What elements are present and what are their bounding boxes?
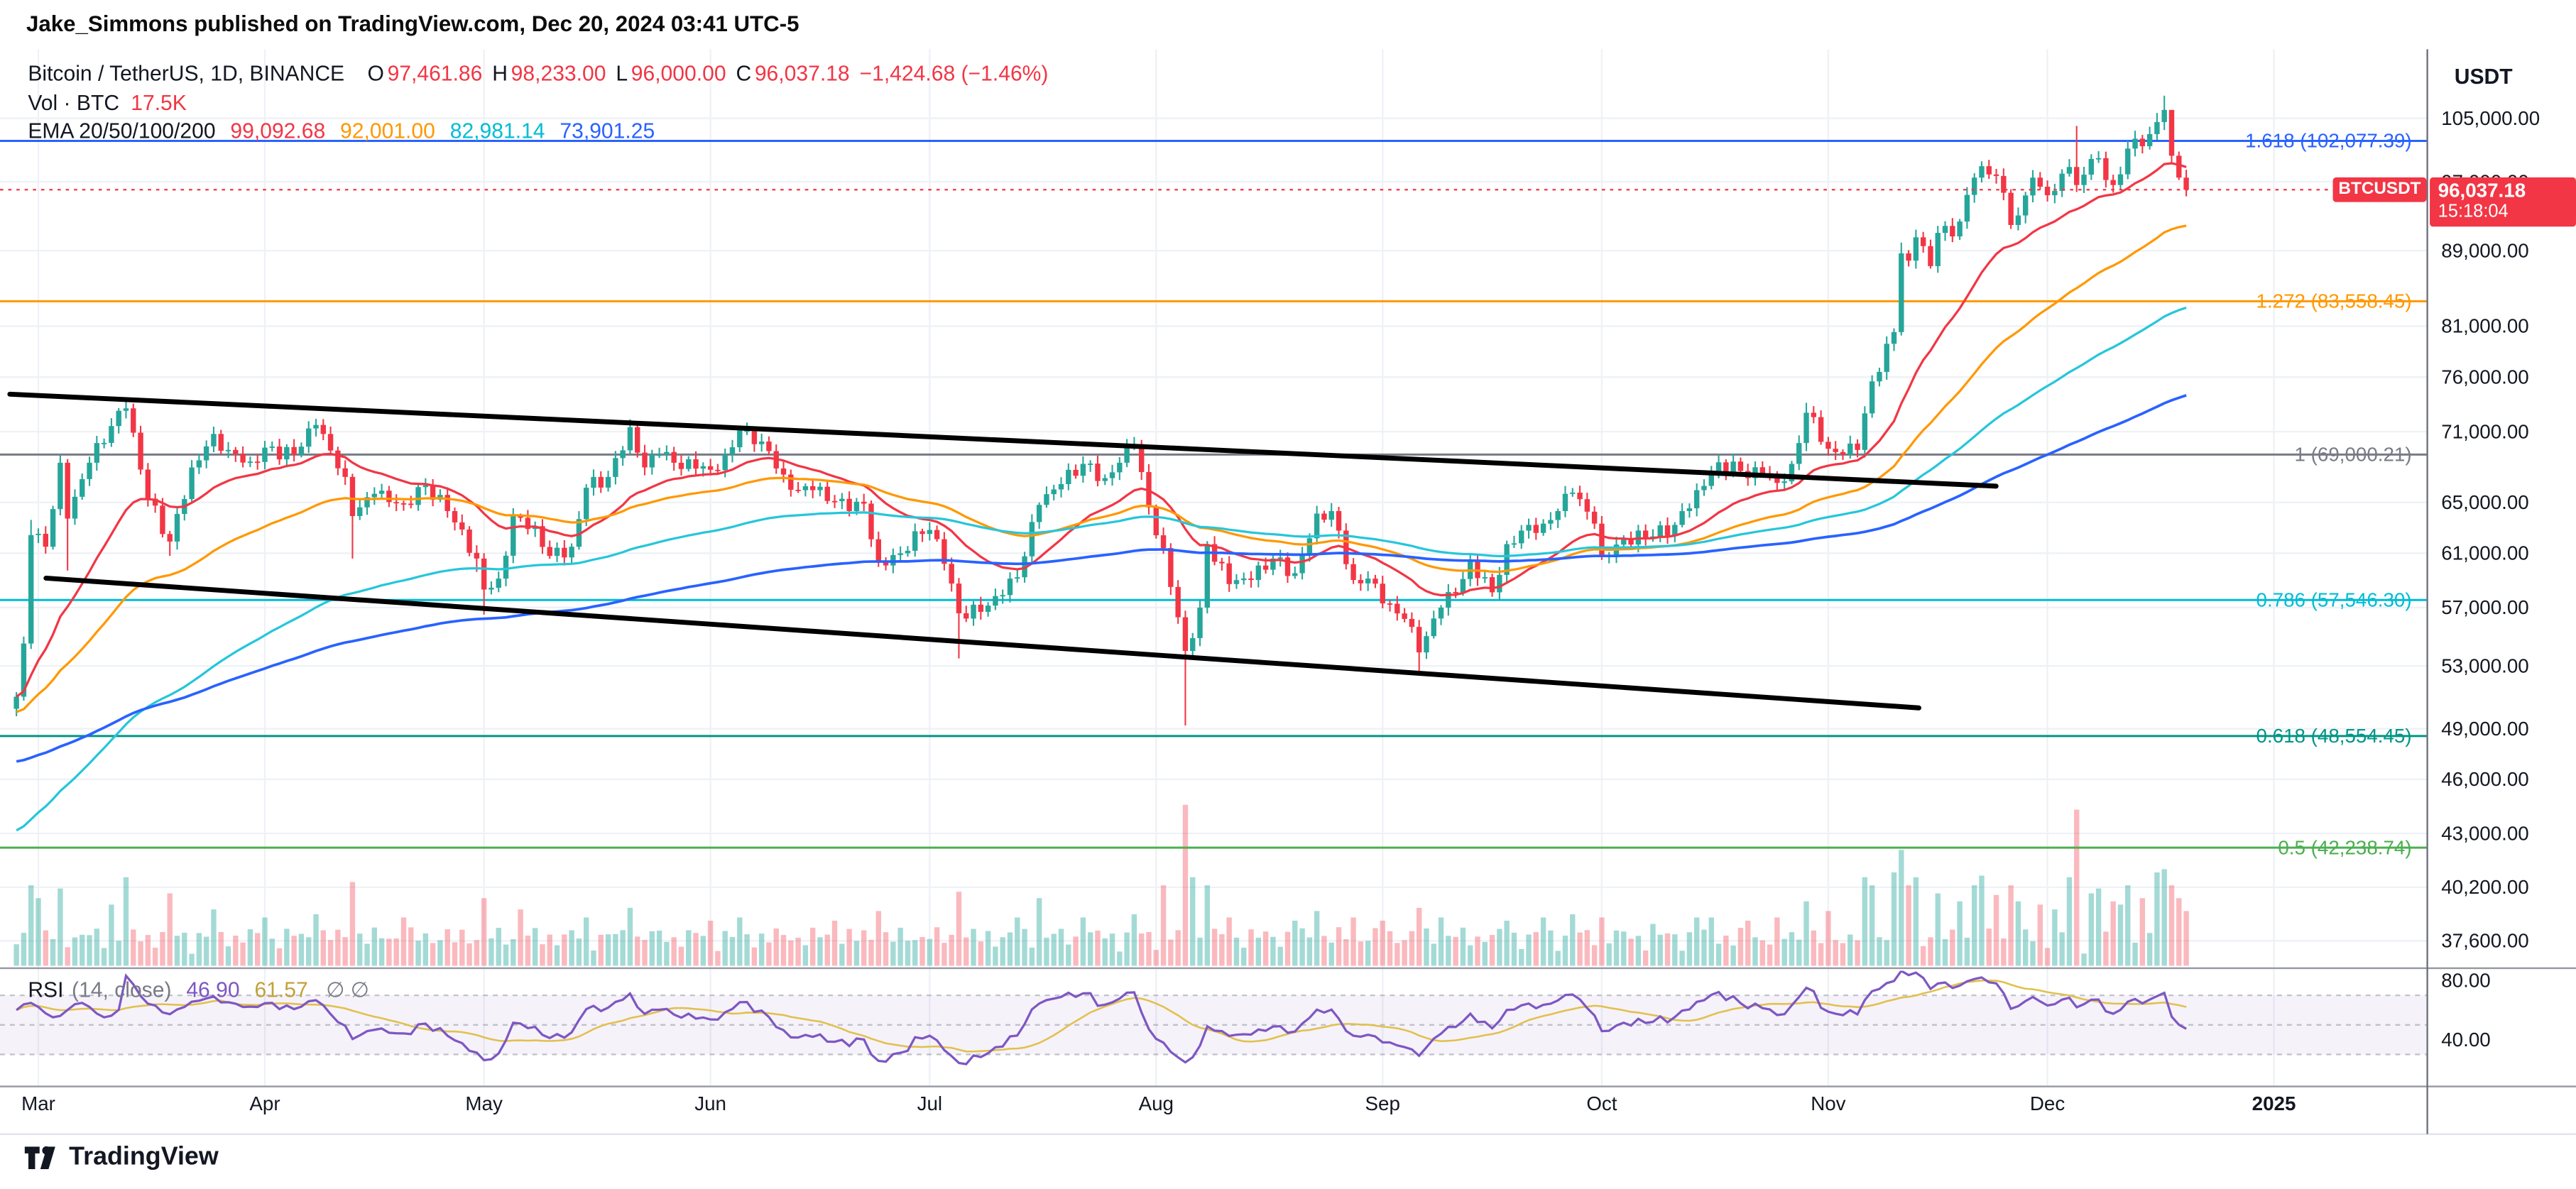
legend-line-3: EMA 20/50/100/200 99,092.68 92,001.00 82,98… xyxy=(28,119,655,143)
ohlc-values: O 97,461.86 H 98,233.00 L 96,000.00 C 96,037.18… xyxy=(358,61,1049,86)
rsi-extras: ∅ ∅ xyxy=(326,977,369,1002)
ema-line-100 xyxy=(16,306,2187,832)
candlestick-series xyxy=(13,95,2189,726)
time-tick-label: Aug xyxy=(1139,1092,1174,1114)
price-badge-value: 96,037.18 xyxy=(2438,179,2526,202)
legend-line-2: Vol · BTC 17.5K xyxy=(28,90,187,115)
legend-line-1: Bitcoin / TetherUS, 1D, BINANCE O 97,461.8… xyxy=(28,61,1048,86)
legend-value: 96,037.18 xyxy=(754,60,850,86)
price-tick-label: 46,000.00 xyxy=(2441,768,2528,790)
time-tick-label: Sep xyxy=(1365,1092,1400,1114)
rsi-tick-label: 80.00 xyxy=(2441,970,2490,992)
attribution-text: Jake_Simmons published on TradingView.co… xyxy=(26,11,799,36)
footer-brand-text: TradingView xyxy=(69,1143,219,1171)
price-badge: 96,037.18 15:18:04 xyxy=(2430,177,2576,227)
time-tick-label: Jul xyxy=(917,1092,942,1114)
legend-value: 99,092.68 xyxy=(230,118,326,143)
legend-value: 96,000.00 xyxy=(631,60,726,86)
time-tick-label: 2025 xyxy=(2252,1092,2296,1114)
price-tick-label: 37,600.00 xyxy=(2441,930,2528,952)
rsi-label[interactable]: RSI xyxy=(28,977,64,1002)
rsi-value: 46.90 xyxy=(186,977,240,1002)
rsi-ma-line xyxy=(16,980,2187,1053)
ema-values: 99,092.68 92,001.00 82,981.14 73,901.25 xyxy=(216,119,655,143)
ema-line-200 xyxy=(16,394,2187,763)
legend-value: 92,001.00 xyxy=(340,118,435,143)
price-tick-label: 61,000.00 xyxy=(2441,542,2528,564)
price-tick-label: 65,000.00 xyxy=(2441,491,2528,513)
tradingview-logo-icon xyxy=(24,1146,55,1169)
price-tick-label: 57,000.00 xyxy=(2441,596,2528,618)
rsi-tick-label: 40.00 xyxy=(2441,1029,2490,1051)
fib-level-label: 0.618 (48,554.45) xyxy=(2256,725,2412,747)
legend-value: 73,901.25 xyxy=(560,118,655,143)
price-tick-label: 53,000.00 xyxy=(2441,654,2528,676)
fib-level-label: 1.272 (83,558.45) xyxy=(2256,290,2412,312)
fib-level-label: 1 (69,000.21) xyxy=(2295,444,2412,466)
legend-value: O xyxy=(367,60,384,86)
legend-value: −1,424.68 (−1.46%) xyxy=(859,60,1049,86)
fib-level-label: 0.786 (57,546.30) xyxy=(2256,588,2412,610)
legend-value: L xyxy=(616,60,628,86)
price-tick-label: 89,000.00 xyxy=(2441,239,2528,261)
price-tick-label: 49,000.00 xyxy=(2441,718,2528,740)
price-tick-label: 105,000.00 xyxy=(2441,107,2540,129)
legend-value: 97,461.86 xyxy=(387,60,483,86)
legend-value: C xyxy=(736,60,752,86)
fib-level-lines xyxy=(0,139,2427,849)
symbol-chip: BTCUSDT xyxy=(2332,177,2427,202)
price-tick-label: 43,000.00 xyxy=(2441,822,2528,844)
ema-line-50 xyxy=(16,224,2187,713)
rsi-legend: RSI (14, close) 46.90 61.57 ∅ ∅ xyxy=(28,977,369,1004)
time-tick-label: Jun xyxy=(694,1092,726,1114)
ema-label[interactable]: EMA 20/50/100/200 xyxy=(28,118,216,143)
legend-value: 98,233.00 xyxy=(511,60,606,86)
volume-value: 17.5K xyxy=(131,90,187,115)
axis-currency-label[interactable]: USDT xyxy=(2454,64,2513,89)
price-badge-countdown: 15:18:04 xyxy=(2438,202,2509,222)
symbol-title[interactable]: Bitcoin / TetherUS, 1D, BINANCE xyxy=(28,60,345,86)
time-tick-label: Nov xyxy=(1811,1092,1845,1114)
trendline[interactable] xyxy=(7,391,1999,489)
legend-value: 82,981.14 xyxy=(449,118,545,143)
price-tick-label: 71,000.00 xyxy=(2441,420,2528,442)
grid xyxy=(0,49,2427,1086)
time-tick-label: Dec xyxy=(2030,1092,2065,1114)
legend-value: H xyxy=(492,60,508,86)
time-tick-label: May xyxy=(465,1092,503,1114)
time-tick-label: Mar xyxy=(21,1092,55,1114)
rsi-line xyxy=(16,970,2187,1065)
trendline[interactable] xyxy=(43,575,1921,711)
fib-level-label: 1.618 (102,077.39) xyxy=(2245,130,2412,152)
price-tick-label: 81,000.00 xyxy=(2441,315,2528,337)
time-tick-label: Apr xyxy=(249,1092,280,1114)
rsi-params: (14, close) xyxy=(72,977,172,1002)
volume-label[interactable]: Vol · BTC xyxy=(28,90,120,115)
fib-level-label: 0.5 (42,238.74) xyxy=(2278,836,2411,858)
price-tick-label: 76,000.00 xyxy=(2441,366,2528,388)
ema-line-20 xyxy=(16,162,2187,698)
time-tick-label: Oct xyxy=(1586,1092,1617,1114)
rsi-ma-value: 61.57 xyxy=(254,977,308,1002)
volume-series xyxy=(13,804,2189,966)
price-tick-label: 40,200.00 xyxy=(2441,876,2528,898)
footer-brand[interactable]: TradingView xyxy=(24,1143,219,1173)
